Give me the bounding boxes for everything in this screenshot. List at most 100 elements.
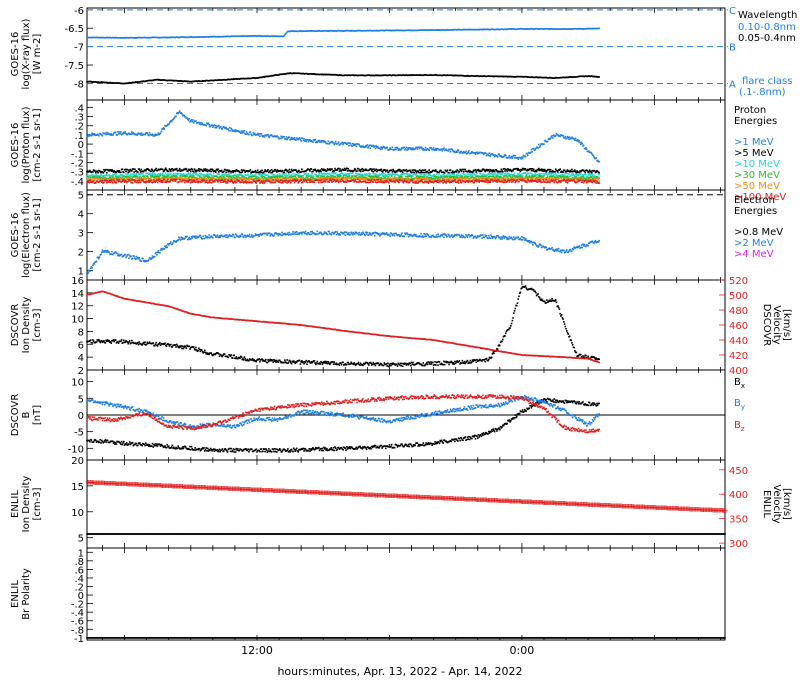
-30-mev-point	[305, 175, 307, 177]
-50-mev-point	[467, 178, 469, 180]
-30-mev-point	[543, 175, 545, 177]
-10-mev-point	[582, 174, 584, 176]
-50-mev-point	[289, 177, 291, 179]
-30-mev-point	[254, 176, 256, 178]
-1-mev-point	[380, 148, 382, 150]
-1-mev-point	[428, 149, 430, 151]
-10-mev-point	[513, 174, 515, 176]
-50-mev-point	[414, 179, 416, 181]
-100-mev-point	[148, 180, 150, 182]
threshold-label: B	[729, 43, 736, 54]
-1-mev-point	[229, 127, 231, 129]
-5-mev-point	[425, 169, 427, 171]
-30-mev-point	[388, 176, 390, 178]
-30-mev-point	[142, 175, 144, 177]
-1-mev-point	[291, 137, 293, 139]
-30-mev-point	[323, 176, 325, 178]
-1-mev-point	[216, 127, 218, 129]
-1-mev-point	[195, 120, 197, 122]
-1-mev-point	[593, 156, 595, 158]
-1-mev-point	[391, 149, 393, 151]
-1-mev-point	[243, 132, 245, 134]
-50-mev-point	[416, 178, 418, 180]
-1-mev-point	[537, 147, 539, 149]
-5-mev-point	[256, 171, 258, 173]
-1-mev-point	[498, 153, 500, 155]
-30-mev-point	[152, 175, 154, 177]
-1-mev-point	[241, 132, 243, 134]
-100-mev-point	[211, 179, 213, 181]
-1-mev-point	[334, 143, 336, 145]
-10-mev-point	[542, 173, 544, 175]
-10-mev-point	[587, 173, 589, 175]
-100-mev-point	[178, 181, 180, 183]
-1-mev-point	[152, 133, 154, 135]
-50-mev-point	[445, 179, 447, 181]
-5-mev-point	[399, 169, 401, 171]
-100-mev-point	[180, 179, 182, 181]
-1-mev-point	[568, 138, 570, 140]
-5-mev-point	[155, 168, 157, 170]
-30-mev-point	[504, 175, 506, 177]
-30-mev-point	[186, 176, 188, 178]
-50-mev-point	[488, 178, 490, 180]
-10-mev-point	[547, 174, 549, 176]
-5-mev-point	[511, 171, 513, 173]
-50-mev-point	[439, 178, 441, 180]
-1-mev-point	[192, 119, 194, 121]
-50-mev-point	[333, 177, 335, 179]
-1-mev-point	[508, 157, 510, 159]
-5-mev-point	[419, 169, 421, 171]
-5-mev-point	[542, 169, 544, 171]
-1-mev-point	[115, 132, 117, 134]
-1-mev-point	[527, 154, 529, 156]
-5-mev-point	[298, 170, 300, 172]
-100-mev-point	[140, 182, 142, 184]
-1-mev-point	[575, 138, 577, 140]
-50-mev-point	[407, 177, 409, 179]
-50-mev-point	[545, 177, 547, 179]
-1-mev-point	[408, 149, 410, 151]
-5-mev-point	[309, 170, 311, 172]
-10-mev-point	[558, 173, 560, 175]
-5-mev-point	[361, 168, 363, 170]
-5-mev-point	[450, 169, 452, 171]
-30-mev-point	[562, 176, 564, 178]
-10-mev-point	[385, 174, 387, 176]
-1-mev-point	[531, 149, 533, 151]
-100-mev-point	[156, 179, 158, 181]
-30-mev-point	[364, 176, 366, 178]
-100-mev-point	[130, 182, 132, 184]
-5-mev-point	[290, 171, 292, 173]
-100-mev-point	[208, 182, 210, 184]
proton-ylabel: [cm-2 s-1 sr-1]	[32, 108, 43, 181]
-50-mev-point	[595, 178, 597, 180]
-1-mev-point	[308, 141, 310, 143]
-30-mev-point	[503, 177, 505, 179]
-5-mev-point	[478, 169, 480, 171]
-50-mev-point	[233, 178, 235, 180]
-100-mev-point	[161, 181, 163, 183]
-50-mev-point	[325, 177, 327, 179]
-5-mev-point	[212, 169, 214, 171]
-100-mev-point	[135, 180, 137, 182]
-5-mev-point	[165, 167, 167, 169]
-50-mev-point	[525, 177, 527, 179]
-10-mev-point	[130, 174, 132, 176]
-1-mev-point	[448, 150, 450, 152]
-1-mev-point	[578, 140, 580, 142]
-10-mev-point	[452, 173, 454, 175]
-30-mev-point	[122, 176, 124, 178]
-10-mev-point	[114, 174, 116, 176]
-1-mev-point	[259, 135, 261, 137]
-5-mev-point	[537, 169, 539, 171]
-5-mev-point	[570, 171, 572, 173]
-50-mev-point	[91, 180, 93, 182]
-10-mev-point	[453, 174, 455, 176]
-50-mev-point	[150, 177, 152, 179]
-5-mev-point	[494, 171, 496, 173]
-10-mev-point	[187, 174, 189, 176]
-1-mev-point	[294, 137, 296, 139]
-30-mev-point	[534, 175, 536, 177]
